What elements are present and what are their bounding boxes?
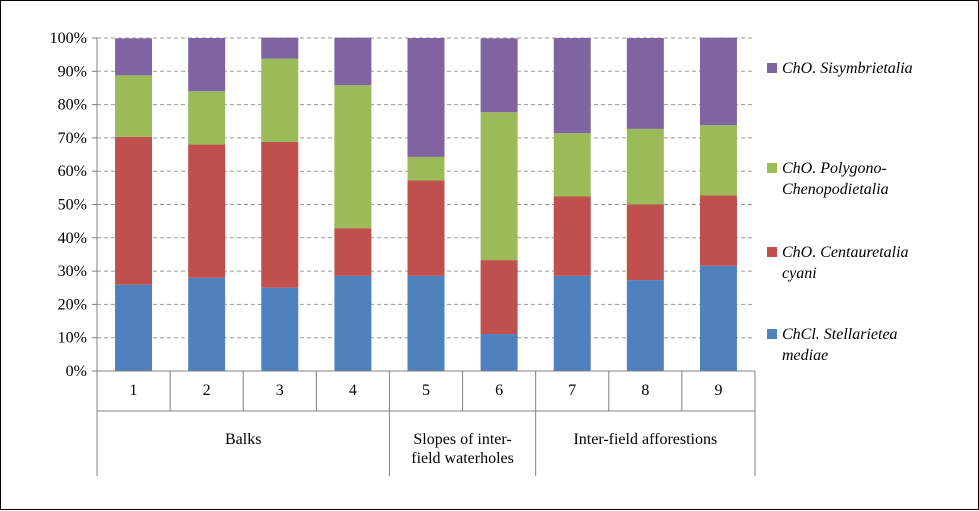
x-tick-label: 3 <box>276 382 284 399</box>
y-tick-label: 90% <box>58 63 87 80</box>
bar-segment <box>261 141 299 288</box>
group-label: Balks <box>225 431 261 448</box>
x-tick-label: 5 <box>422 382 430 399</box>
legend-label-line: ChO. Centauretalia <box>782 244 909 261</box>
bar-segment <box>699 37 737 126</box>
bar-segment <box>188 277 226 371</box>
bar-segment <box>699 125 737 196</box>
group-label: Inter-field afforestions <box>573 431 717 448</box>
group-label: Slopes of inter-field waterholes <box>411 431 514 467</box>
x-tick-label: 8 <box>641 382 649 399</box>
bar-segment <box>699 265 737 371</box>
x-tick-label: 7 <box>568 382 576 399</box>
bar-segment <box>261 37 299 59</box>
legend-label-line: mediae <box>782 347 828 364</box>
bar-segment <box>261 287 299 371</box>
bar-segment <box>553 196 591 276</box>
bar-segment <box>407 180 445 276</box>
legend-label: ChO. Centauretalia cyani <box>782 244 909 282</box>
group-label-line: Inter-field afforestions <box>573 431 717 448</box>
legend-swatch <box>767 247 777 257</box>
bar-segment <box>480 334 518 371</box>
bar-segment <box>626 204 664 281</box>
legend-swatch <box>767 63 777 73</box>
bar-segment <box>626 38 664 129</box>
bar-segment <box>407 156 445 181</box>
legend-label-line: Chenopodietalia <box>782 181 889 198</box>
bar-segment <box>334 275 372 371</box>
bar-segment <box>553 133 591 197</box>
bar-segment <box>115 38 153 76</box>
x-tick-label: 6 <box>495 382 503 399</box>
y-tick-label: 30% <box>58 263 87 280</box>
legend-label: ChO. Polygono- Chenopodietalia <box>782 160 889 198</box>
bar-segment <box>407 275 445 371</box>
y-tick-label: 20% <box>58 296 87 313</box>
y-tick-label: 80% <box>58 97 87 114</box>
legend-label-line: ChO. Polygono- <box>782 160 887 177</box>
legend-swatch <box>767 163 777 173</box>
legend-label: ChCl. Stellarietea mediae <box>782 326 898 364</box>
bar-segment <box>188 144 226 278</box>
bar-segment <box>480 112 518 261</box>
y-tick-label: 50% <box>58 197 87 214</box>
group-label-line: Slopes of inter- <box>413 431 511 448</box>
bar-segment <box>480 38 518 113</box>
legend-label: ChO. Sisymbrietalia <box>782 60 913 77</box>
x-tick-label: 2 <box>203 382 211 399</box>
y-tick-label: 0% <box>66 363 87 380</box>
bar-segment <box>480 260 518 335</box>
legend: ChO. Sisymbrietalia ChO. Polygono- Chenopo… <box>767 60 913 364</box>
bars <box>115 37 737 371</box>
bar-segment <box>553 275 591 371</box>
legend-label-line: ChO. Sisymbrietalia <box>782 60 913 77</box>
y-tick-label: 60% <box>58 163 87 180</box>
bar-segment <box>334 85 372 229</box>
x-tick-label: 4 <box>349 382 357 399</box>
y-tick-labels: 0% 10% 20% 30% 40% 50% 60% 70% 80% 90% 100% <box>50 30 87 380</box>
bar-segment <box>407 38 445 157</box>
legend-label-line: cyani <box>782 265 817 282</box>
group-label-line: Balks <box>225 431 261 448</box>
y-tick-label: 10% <box>58 330 87 347</box>
bar-segment <box>261 58 299 142</box>
bar-segment <box>626 128 664 205</box>
x-tick-label: 1 <box>130 382 138 399</box>
bar-segment <box>334 37 372 86</box>
y-tick-label: 100% <box>50 30 87 47</box>
bar-segment <box>553 38 591 134</box>
bar-segment <box>188 91 226 145</box>
legend-label-line: ChCl. Stellarietea <box>782 326 898 343</box>
bar-segment <box>699 195 737 266</box>
bar-segment <box>188 38 226 92</box>
bar-segment <box>115 136 153 285</box>
y-tick-label: 40% <box>58 230 87 247</box>
legend-swatch <box>767 329 777 339</box>
group-labels: Balks Slopes of inter-field waterholes Int… <box>225 431 717 467</box>
x-tick-label: 9 <box>714 382 722 399</box>
x-tick-labels: 1 2 3 4 5 6 7 8 9 <box>130 382 723 399</box>
bar-segment <box>626 280 664 371</box>
bar-segment <box>334 228 372 276</box>
y-tick-label: 70% <box>58 130 87 147</box>
bar-segment <box>115 75 153 137</box>
axes <box>92 37 756 476</box>
bar-segment <box>115 284 153 371</box>
group-label-line: field waterholes <box>411 450 514 467</box>
